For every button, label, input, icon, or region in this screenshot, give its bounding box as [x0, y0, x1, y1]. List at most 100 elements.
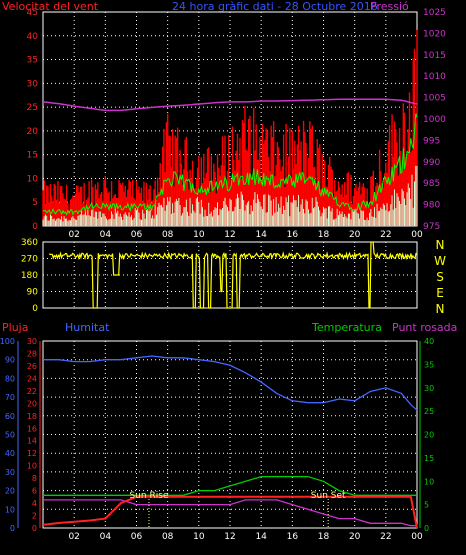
- compass-e: E: [436, 286, 444, 300]
- sunrise-label: Sun Rise: [129, 491, 168, 501]
- wind-series: [42, 29, 418, 226]
- wind-speed-title: Velocitat del vent: [2, 0, 99, 13]
- compass-s: S: [436, 270, 444, 284]
- temperature-y-tick-label: 20: [424, 431, 434, 440]
- wind-y-tick-label: 40: [27, 32, 39, 42]
- temperature-y-tick-label: 40: [424, 337, 434, 346]
- pressure-y-tick-label: 990: [423, 158, 440, 168]
- wind-y-tick-label: 10: [27, 174, 39, 184]
- temperature-y-tick-label: 5: [424, 501, 429, 510]
- wind-direction-line: [48, 241, 418, 309]
- pressure-axis: 975 980 985 990 995 1000 1005 1010 1015 1020 1025: [423, 8, 446, 232]
- wind-x-tick-label: 16: [287, 230, 299, 240]
- wind-x-tick-label: 06: [131, 230, 143, 240]
- wind-y-tick-label: 25: [27, 103, 38, 113]
- rain-line: [42, 495, 418, 529]
- humidity-y-tick-label: 100: [0, 337, 15, 346]
- lower-series: [42, 355, 418, 529]
- direction-y-tick-label: 180: [21, 271, 38, 281]
- sunset-label: Sun Set: [311, 491, 346, 501]
- temperature-y-tick-label: 35: [424, 360, 434, 369]
- temperature-y-tick-label: 30: [424, 384, 434, 393]
- lower-x-tick-label: 00: [411, 532, 423, 542]
- wind-average-line: [42, 113, 418, 216]
- wind-x-tick-label: 12: [224, 230, 235, 240]
- rain-y-tick-label: 0: [32, 524, 37, 533]
- rain-y-tick-label: 10: [27, 462, 37, 471]
- temperature-y-tick-label: 15: [424, 454, 434, 463]
- humidity-line: [43, 355, 418, 411]
- dewpoint-line: [43, 499, 417, 527]
- compass-w: W: [434, 254, 446, 268]
- lower-x-tick-label: 16: [287, 532, 299, 542]
- pressure-y-tick-label: 985: [423, 179, 440, 189]
- wind-x-tick-label: 08: [162, 230, 174, 240]
- pressure-y-tick-label: 980: [423, 201, 440, 211]
- lower-x-tick-label: 08: [162, 532, 174, 542]
- wind-x-tick-label: 20: [349, 230, 361, 240]
- temperature-line: [43, 475, 417, 496]
- rain-y-tick-label: 6: [32, 487, 37, 496]
- humidity-y-tick-label: 80: [5, 374, 15, 383]
- lower-x-tick-label: 10: [193, 532, 205, 542]
- humidity-title: Humitat: [65, 321, 110, 334]
- direction-axis: 0 90 180 270 360: [21, 238, 38, 314]
- wind-y-tick-label: 5: [32, 198, 38, 208]
- humidity-y-tick-label: 0: [10, 524, 15, 533]
- wind-y-tick-label: 0: [32, 222, 38, 232]
- lower-x-tick-label: 18: [318, 532, 330, 542]
- humidity-y-tick-label: 40: [5, 449, 15, 458]
- compass-n-top: N: [436, 238, 445, 252]
- lower-x-tick-label: 20: [349, 532, 361, 542]
- direction-y-tick-label: 90: [27, 288, 39, 298]
- rain-y-tick-label: 30: [27, 337, 37, 346]
- lower-x-tick-label: 02: [68, 532, 79, 542]
- rain-y-tick-label: 8: [32, 474, 37, 483]
- lower-x-tick-label: 06: [131, 532, 143, 542]
- humidity-y-tick-label: 20: [5, 487, 15, 496]
- temperature-y-tick-label: 0: [424, 524, 429, 533]
- temperature-y-tick-label: 10: [424, 477, 434, 486]
- pressure-y-tick-label: 975: [423, 222, 440, 232]
- lower-x-tick-label: 14: [255, 532, 267, 542]
- pressure-y-tick-label: 1020: [423, 29, 446, 39]
- wind-direction-panel: 0 90 180 270 360 N W S E N: [21, 238, 446, 316]
- rain-y-tick-label: 2: [32, 512, 37, 521]
- humidity-y-tick-label: 50: [5, 431, 15, 440]
- wind-x-tick-label: 00: [411, 230, 423, 240]
- dewpoint-title: Punt rosada: [392, 321, 457, 334]
- wind-x-tick-label: 10: [193, 230, 205, 240]
- rain-y-tick-label: 24: [27, 374, 37, 383]
- wind-y-tick-label: 35: [27, 56, 38, 66]
- rain-y-tick-label: 14: [27, 437, 37, 446]
- wind-x-tick-label: 18: [318, 230, 330, 240]
- pressure-y-tick-label: 1000: [423, 115, 446, 125]
- wind-time-axis: 02 04 06 08 10 12 14 16 18 20 22 00: [68, 230, 423, 240]
- humidity-y-tick-label: 10: [5, 505, 15, 514]
- rain-y-tick-label: 16: [27, 424, 37, 433]
- lower-time-axis: 02 04 06 08 10 12 14 16 18 20 22 00: [68, 532, 423, 542]
- humidity-axis: 0 10 20 30 40 50 60 70 80 90 100: [0, 337, 15, 533]
- rain-y-tick-label: 22: [27, 387, 37, 396]
- rain-title: Pluja: [2, 321, 28, 334]
- pressure-y-tick-label: 1025: [423, 8, 446, 18]
- wind-x-tick-label: 02: [68, 230, 79, 240]
- wind-x-tick-label: 22: [380, 230, 391, 240]
- chart-title: 24 hora gràfic dati - 28 Octubre 2016: [172, 0, 378, 13]
- temperature-y-tick-label: 25: [424, 407, 434, 416]
- pressure-line: [42, 98, 418, 112]
- pressure-y-tick-label: 995: [423, 136, 440, 146]
- humidity-y-tick-label: 60: [5, 412, 15, 421]
- rain-y-tick-label: 18: [27, 412, 37, 421]
- humidity-y-tick-label: 30: [5, 468, 15, 477]
- direction-y-tick-label: 270: [21, 255, 38, 265]
- lower-x-tick-label: 22: [380, 532, 391, 542]
- direction-series: [48, 241, 418, 309]
- wind-speed-axis: 0 5 10 15 20 25 30 35 40 45: [27, 8, 39, 232]
- wind-x-tick-label: 04: [100, 230, 112, 240]
- wind-y-tick-label: 45: [27, 8, 38, 18]
- direction-grid: [43, 242, 418, 308]
